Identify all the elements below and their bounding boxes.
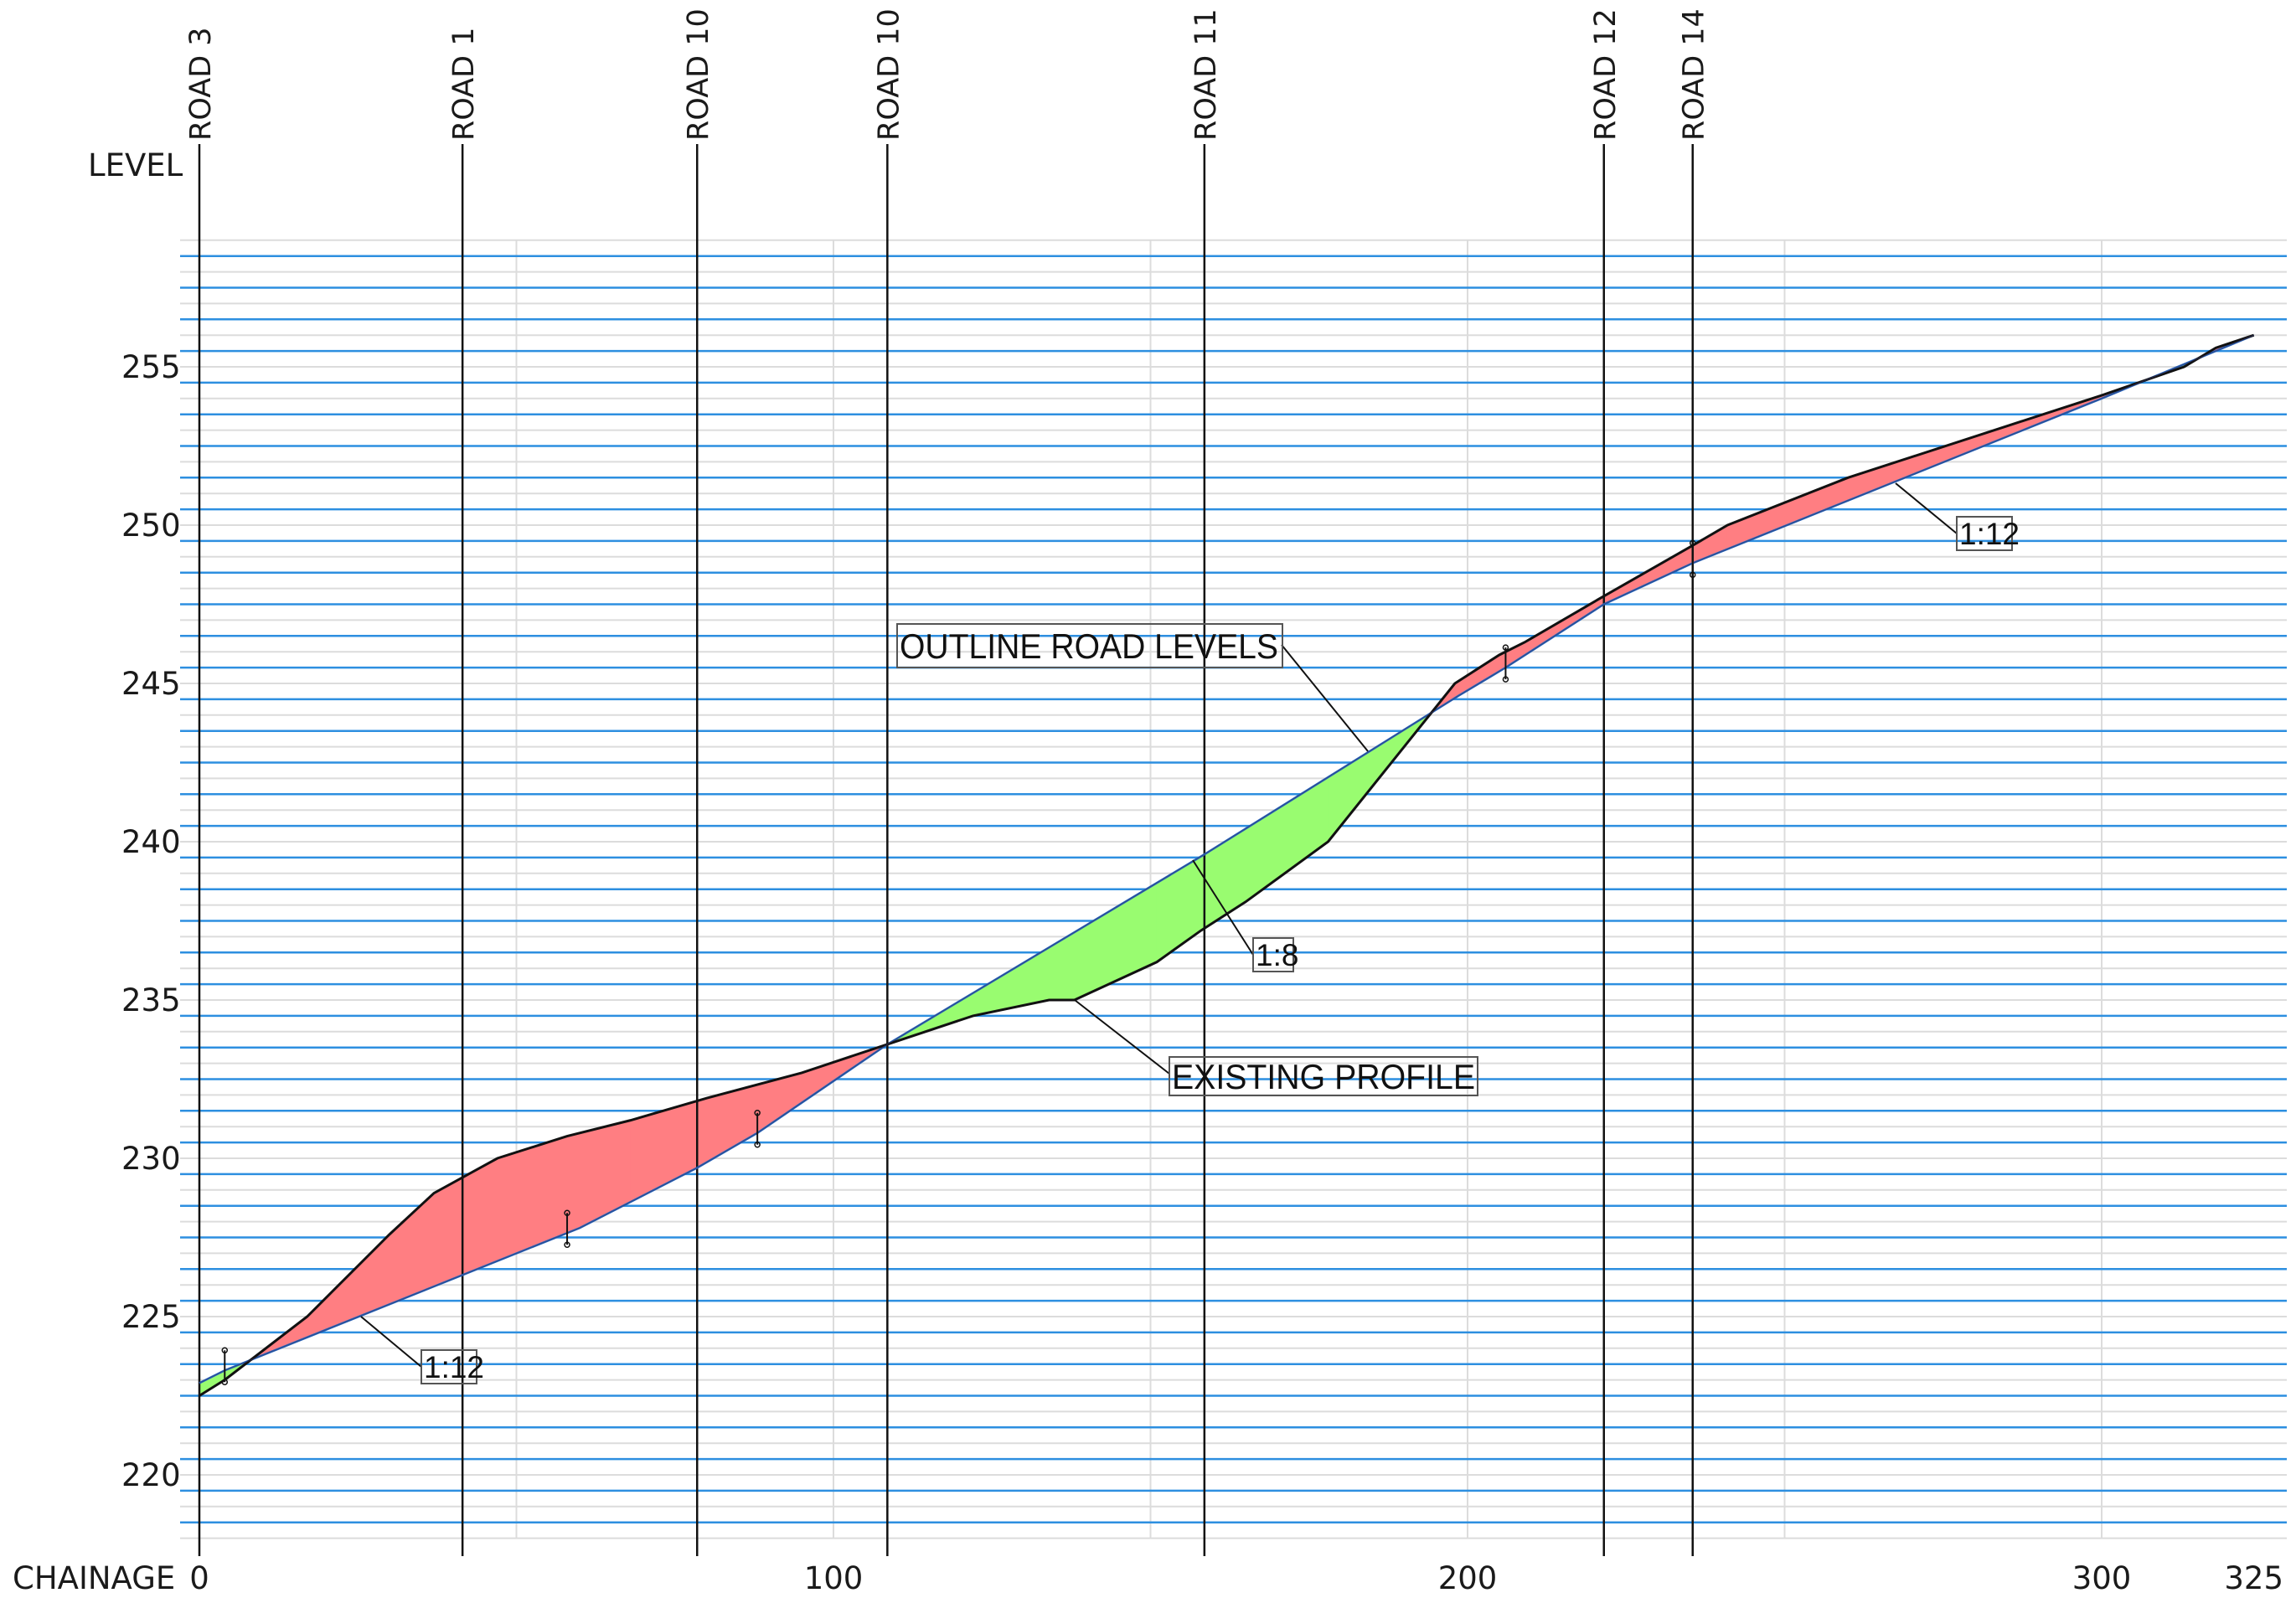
cut-fill-segment — [580, 1121, 631, 1229]
grade-middle-label: 1:8 — [1256, 938, 1298, 972]
y-axis-title: LEVEL — [88, 147, 183, 183]
road-crossing-label: ROAD 11 — [1189, 8, 1223, 141]
grade-left-label: 1:12 — [424, 1350, 484, 1384]
y-tick-label: 220 — [121, 1457, 181, 1493]
road-crossing-label: ROAD 14 — [1678, 8, 1711, 141]
y-tick-label: 255 — [121, 349, 181, 385]
existing-profile-label: EXISTING PROFILE — [1172, 1057, 1475, 1096]
cut-fill-segment — [567, 1133, 580, 1233]
cut-fill-segment — [697, 1098, 706, 1168]
y-tick-label: 245 — [121, 666, 181, 702]
callout-outline-road-levels: OUTLINE ROAD LEVELS — [897, 624, 1368, 751]
x-tick-label: 200 — [1438, 1560, 1498, 1596]
road-crossing-label: ROAD 1 — [447, 27, 481, 141]
outline-road-levels-label: OUTLINE ROAD LEVELS — [900, 626, 1278, 666]
cut-fill-segment — [1246, 777, 1328, 902]
y-tick-label: 240 — [121, 824, 181, 860]
cut-fill-segment — [1525, 598, 1601, 656]
cut-fill-segment — [973, 947, 1050, 1016]
road-crossing-label: ROAD 10 — [872, 8, 906, 141]
road-crossing-label: ROAD 3 — [184, 27, 218, 141]
road-crossing-label: ROAD 12 — [1589, 8, 1623, 141]
cut-fill-segment — [1205, 828, 1246, 928]
cut-fill-segment — [339, 1235, 390, 1325]
x-axis-title: CHAINAGE — [13, 1560, 175, 1596]
y-tick-label: 225 — [121, 1299, 181, 1335]
grade-right-label: 1:12 — [1959, 517, 2020, 551]
cut-fill-segment — [1049, 932, 1074, 1000]
x-tick-label: 0 — [189, 1560, 209, 1596]
cut-fill-segment — [631, 1101, 697, 1202]
x-tick-label: 100 — [804, 1560, 864, 1596]
y-tick-label: 250 — [121, 508, 181, 544]
callout-grade-left: 1:12 — [361, 1317, 484, 1384]
x-tick-label: 300 — [2072, 1560, 2132, 1596]
x-tick-label: 325 — [2224, 1560, 2283, 1596]
road-crossing-label: ROAD 10 — [682, 8, 715, 141]
cut-fill-segment — [390, 1193, 434, 1305]
y-tick-label: 235 — [121, 982, 181, 1018]
cut-fill-segment — [1075, 883, 1157, 1000]
cut-fill-segment — [1727, 477, 1848, 549]
cut-fill-segment — [434, 1158, 498, 1286]
y-tick-label: 230 — [121, 1141, 181, 1177]
